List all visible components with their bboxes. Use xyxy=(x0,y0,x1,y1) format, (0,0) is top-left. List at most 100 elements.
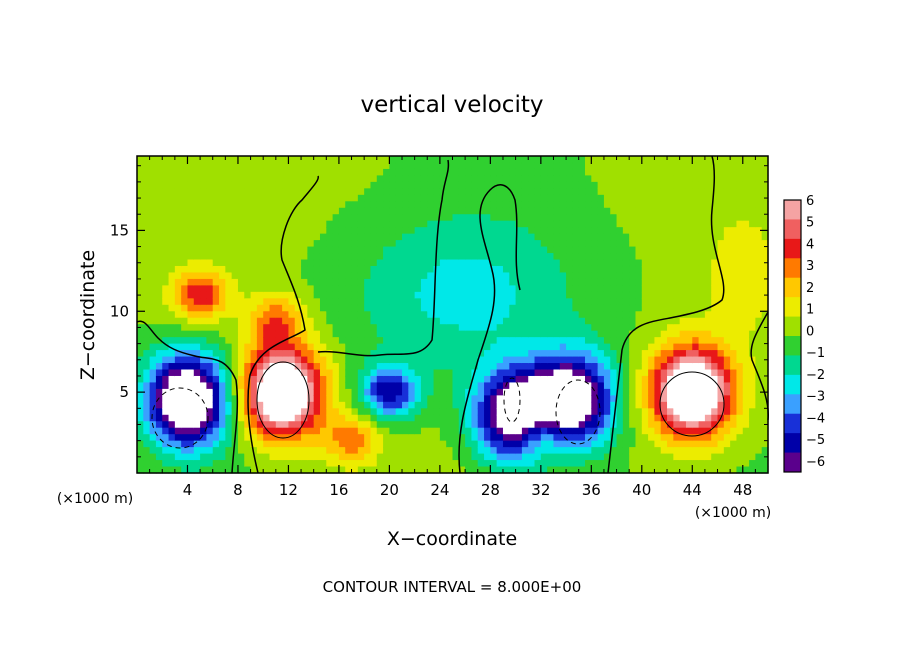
field-cell xyxy=(370,278,378,286)
field-cell xyxy=(698,330,706,338)
field-cell xyxy=(446,181,454,189)
field-cell xyxy=(736,246,744,254)
field-cell xyxy=(288,272,296,280)
field-cell xyxy=(502,447,510,455)
field-cell xyxy=(149,453,157,461)
field-cell xyxy=(200,311,208,319)
field-cell xyxy=(326,311,334,319)
field-cell xyxy=(326,214,334,222)
field-cell xyxy=(534,253,542,261)
field-cell xyxy=(402,408,409,416)
field-cell xyxy=(679,291,687,299)
field-cell xyxy=(629,188,637,196)
field-cell xyxy=(200,162,208,170)
field-cell xyxy=(673,246,681,254)
field-cell xyxy=(648,382,656,390)
field-cell xyxy=(439,317,447,325)
field-cell xyxy=(717,214,725,222)
field-cell xyxy=(357,227,365,235)
field-cell xyxy=(225,207,233,215)
field-cell xyxy=(736,175,744,183)
field-cell xyxy=(597,427,605,435)
field-cell xyxy=(301,401,308,409)
field-cell xyxy=(566,240,573,248)
field-cell xyxy=(559,466,567,474)
field-cell xyxy=(149,220,157,228)
field-cell xyxy=(250,337,258,345)
field-cell xyxy=(685,427,693,435)
field-cell xyxy=(162,421,170,429)
field-cell xyxy=(231,356,239,364)
field-cell xyxy=(566,460,573,468)
field-cell xyxy=(660,188,668,196)
field-cell xyxy=(338,401,346,409)
field-cell xyxy=(137,440,144,448)
field-cell xyxy=(244,253,252,261)
field-cell xyxy=(553,382,561,390)
field-cell xyxy=(685,246,693,254)
field-cell xyxy=(313,388,321,396)
field-cell xyxy=(376,317,384,325)
field-cell xyxy=(528,375,536,384)
field-cell xyxy=(376,324,384,332)
field-cell xyxy=(307,311,315,319)
field-cell xyxy=(155,175,163,183)
field-cell xyxy=(679,156,687,164)
field-cell xyxy=(275,440,283,448)
field-cell xyxy=(616,156,624,164)
field-cell xyxy=(635,460,643,468)
field-cell xyxy=(660,343,668,351)
field-cell xyxy=(717,427,725,435)
field-cell xyxy=(484,298,491,306)
field-cell xyxy=(616,356,624,364)
field-cell xyxy=(610,156,618,164)
field-cell xyxy=(648,278,656,286)
x-tick-label: 48 xyxy=(733,481,752,499)
field-cell xyxy=(660,395,668,403)
field-cell xyxy=(685,460,693,468)
field-cell xyxy=(162,460,170,468)
field-cell xyxy=(231,408,239,416)
field-cell xyxy=(704,272,712,280)
field-cell xyxy=(345,214,353,222)
field-cell xyxy=(477,233,485,241)
field-cell xyxy=(414,311,422,319)
field-cell xyxy=(282,343,290,351)
field-cell xyxy=(225,220,233,228)
field-cell xyxy=(414,181,422,189)
field-cell xyxy=(528,440,536,448)
field-cell xyxy=(263,317,271,325)
field-cell xyxy=(496,207,504,215)
field-cell xyxy=(597,434,605,442)
field-cell xyxy=(288,246,296,254)
field-cell xyxy=(137,375,144,384)
field-cell xyxy=(206,272,214,280)
field-cell xyxy=(667,414,674,422)
field-cell xyxy=(200,246,208,254)
field-cell xyxy=(761,408,769,416)
field-cell xyxy=(439,227,447,235)
field-cell xyxy=(389,168,397,177)
field-cell xyxy=(338,233,346,241)
field-cell xyxy=(736,350,744,358)
field-cell xyxy=(149,395,157,403)
field-cell xyxy=(540,317,548,325)
field-cell xyxy=(698,427,706,435)
field-cell xyxy=(572,265,580,274)
field-cell xyxy=(528,265,536,274)
field-cell xyxy=(225,375,233,384)
field-cell xyxy=(465,460,473,468)
field-cell xyxy=(313,401,321,409)
field-cell xyxy=(332,317,340,325)
field-cell xyxy=(679,343,687,351)
field-cell xyxy=(610,350,618,358)
field-cell xyxy=(155,311,163,319)
field-cell xyxy=(547,395,555,403)
field-cell xyxy=(187,156,195,164)
field-cell xyxy=(648,350,656,358)
field-cell xyxy=(490,447,498,455)
field-cell xyxy=(755,298,763,306)
field-cell xyxy=(761,427,769,435)
field-cell xyxy=(572,253,580,261)
field-cell xyxy=(143,447,151,455)
